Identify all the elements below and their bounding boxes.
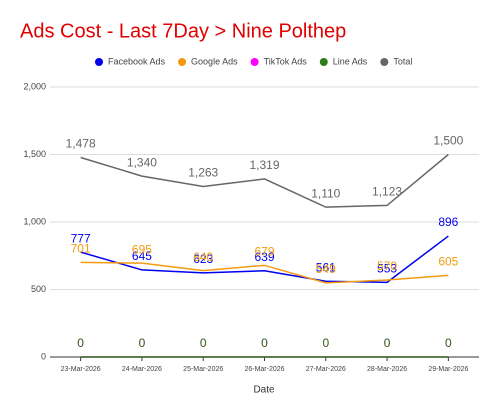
data-label: 1,478 [66, 137, 96, 151]
legend-label: TikTok Ads [264, 56, 308, 66]
data-label: 645 [132, 249, 152, 263]
data-label: 549 [316, 262, 336, 276]
legend-marker [95, 58, 103, 66]
y-tick-label: 1,500 [23, 149, 46, 159]
data-label: 0 [139, 336, 146, 350]
data-label: 640 [193, 250, 213, 264]
x-tick-label: 25-Mar-2026 [183, 366, 223, 373]
data-label: 896 [438, 215, 458, 229]
legend-label: Total [393, 56, 412, 66]
series-line [80, 235, 449, 284]
data-label: 701 [71, 242, 91, 256]
data-label: 0 [200, 336, 207, 350]
data-label: 1,319 [249, 158, 279, 172]
data-label: 679 [254, 245, 274, 259]
data-label: 0 [445, 336, 452, 350]
data-label: 0 [322, 336, 329, 350]
data-label: 1,110 [311, 186, 340, 200]
data-label: 0 [200, 336, 207, 350]
x-tick-label: 28-Mar-2026 [367, 366, 407, 373]
data-label: 0 [384, 336, 391, 350]
data-label: 0 [445, 336, 452, 350]
data-label: 0 [77, 336, 84, 350]
series-line [80, 153, 449, 208]
data-label: 0 [77, 336, 84, 350]
legend-label: Facebook Ads [108, 56, 166, 66]
legend-label: Line Ads [333, 56, 368, 66]
data-label: 695 [132, 242, 152, 256]
y-tick-label: 2,000 [23, 81, 46, 91]
data-label: 1,263 [188, 166, 218, 180]
data-label: 639 [254, 250, 274, 264]
legend-marker [250, 58, 259, 66]
data-label: 777 [71, 231, 91, 245]
chart-title: Ads Cost - Last 7Day > Nine Polthep [20, 20, 346, 42]
data-label: 0 [322, 336, 329, 350]
data-label: 623 [193, 252, 213, 266]
data-label: 561 [316, 260, 336, 274]
legend-marker [178, 58, 187, 66]
y-tick-label: 500 [31, 284, 46, 294]
legend-marker [380, 58, 389, 66]
data-label: 0 [261, 336, 268, 350]
x-axis-title: Date [253, 385, 275, 396]
data-label: 1,500 [433, 134, 463, 148]
x-tick-label: 29-Mar-2026 [428, 366, 468, 373]
data-label: 570 [377, 259, 397, 273]
data-label: 0 [384, 336, 391, 350]
x-tick-label: 27-Mar-2026 [306, 366, 346, 373]
x-tick-label: 23-Mar-2026 [61, 366, 101, 373]
y-tick-label: 0 [41, 351, 46, 361]
data-label: 605 [438, 254, 458, 268]
data-label: 0 [261, 336, 268, 350]
legend-label: Google Ads [191, 56, 238, 66]
data-label: 1,340 [127, 155, 157, 169]
data-label: 553 [377, 262, 397, 276]
data-label: 1,123 [372, 185, 402, 199]
data-label: 0 [139, 336, 146, 350]
legend-marker [319, 58, 328, 66]
y-tick-label: 1,000 [23, 216, 46, 226]
x-tick-label: 24-Mar-2026 [122, 366, 162, 373]
x-tick-label: 26-Mar-2026 [244, 366, 284, 373]
series-line [80, 261, 449, 284]
